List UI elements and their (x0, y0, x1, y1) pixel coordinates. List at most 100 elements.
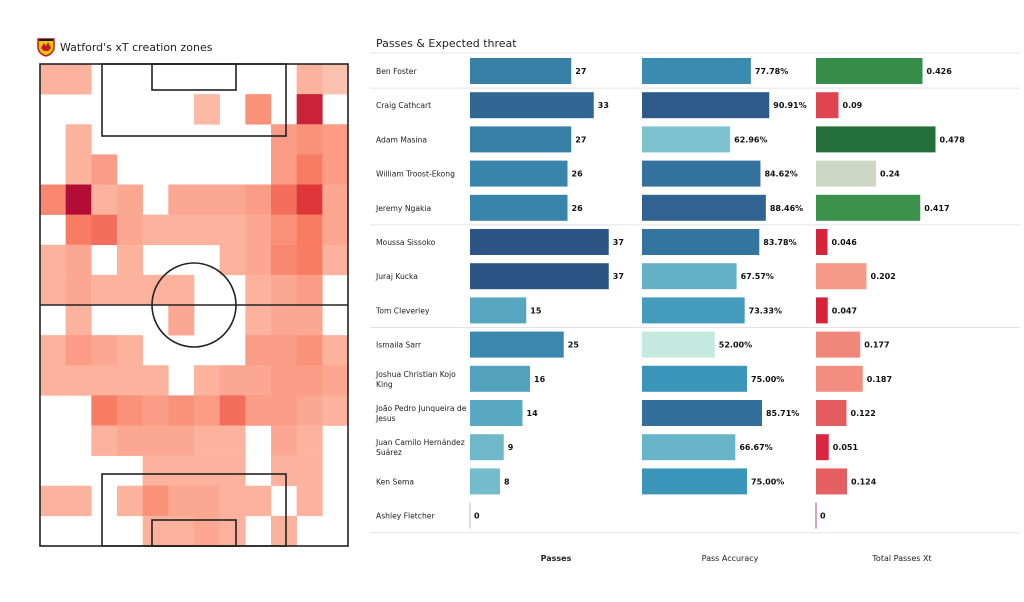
heatmap-cell (117, 425, 143, 456)
heatmap-cell (117, 244, 143, 276)
heatmap-cell (296, 455, 323, 487)
player-name: Jeremy Ngakia (375, 204, 431, 213)
xt-bar (816, 92, 839, 119)
heatmap-cell (65, 154, 92, 185)
accuracy-bar (642, 434, 736, 461)
heatmap-cell (40, 485, 66, 517)
heatmap-cell (194, 395, 220, 426)
xt-bar (816, 58, 923, 84)
heatmap-cell (40, 64, 66, 95)
accuracy-bar (642, 126, 731, 153)
xt-label: 0.202 (871, 272, 896, 281)
heatmap-cell (168, 515, 195, 547)
xt-label: 0.047 (832, 306, 857, 315)
column-header: Pass Accuracy (702, 554, 759, 563)
heatmap-cell (194, 214, 220, 246)
passes-bar (470, 126, 572, 153)
passes-bar (470, 160, 568, 187)
heatmap-cell (142, 395, 169, 426)
xt-bar (816, 160, 876, 187)
heatmap-cell (271, 124, 297, 155)
player-name: Ben Foster (376, 67, 417, 76)
passes-label: 16 (534, 375, 546, 384)
accuracy-bar (642, 160, 761, 187)
column-header: Total Passes Xt (871, 554, 931, 563)
heatmap-cell (142, 455, 169, 487)
accuracy-label: 83.78% (763, 238, 796, 247)
heatmap-cell (168, 305, 195, 336)
heatmap-cell (271, 154, 297, 185)
xt-bar (816, 365, 863, 392)
accuracy-label: 66.67% (739, 443, 772, 452)
heatmap-cell (245, 274, 272, 306)
heatmap-cell (296, 335, 323, 366)
passes-bar (470, 400, 523, 426)
xt-label: 0.24 (880, 170, 900, 179)
heatmap-cell (117, 335, 143, 366)
heatmap-cells (40, 64, 349, 547)
player-name: William Troost-Ekong (376, 170, 455, 179)
accuracy-label: 77.78% (755, 67, 788, 76)
accuracy-bar (642, 229, 760, 255)
passes-xt-table: Ben Foster 27 77.78% 0.426 Craig Cathcart 33 9… (370, 52, 1020, 563)
heatmap-cell (219, 244, 246, 276)
player-name: João Pedro Junqueira de Jesus (375, 404, 467, 423)
accuracy-label: 52.00% (719, 341, 752, 350)
heatmap-cell (271, 274, 297, 306)
heatmap-cell (91, 184, 118, 215)
heatmap-cell (168, 274, 195, 306)
passes-label: 26 (572, 204, 584, 213)
heatmap-cell (142, 485, 169, 517)
heatmap-cell (322, 64, 349, 95)
heatmap-cell (271, 455, 297, 487)
heatmap-cell (219, 214, 246, 246)
accuracy-label: 85.71% (766, 409, 799, 418)
passes-bar (470, 194, 568, 221)
player-row: Adam Masina 27 62.96% 0.478 (376, 126, 966, 153)
heatmap-cell (296, 154, 323, 185)
heatmap-cell (271, 365, 297, 396)
heatmap-cell (65, 124, 92, 155)
heatmap-cell (194, 365, 220, 396)
heatmap-cell (117, 395, 143, 426)
player-row: João Pedro Junqueira de Jesus 14 85.71% 0.12… (375, 400, 876, 426)
heatmap-cell (296, 124, 323, 155)
accuracy-label: 62.96% (734, 135, 767, 144)
heatmap-cell (245, 485, 272, 517)
heatmap-cell (296, 425, 323, 456)
heatmap-cell (296, 365, 323, 396)
xt-label: 0.177 (864, 341, 889, 350)
player-row: Tom Cleverley 15 73.33% 0.047 (375, 297, 857, 324)
heatmap-title: Watford's xT creation zones (60, 40, 213, 54)
heatmap-cell (219, 184, 246, 215)
player-name: Craig Cathcart (376, 101, 431, 110)
heatmap-cell (271, 184, 297, 215)
heatmap-cell (40, 365, 66, 396)
heatmap-cell (219, 515, 246, 547)
xt-label: 0.478 (940, 135, 966, 144)
six-yard-box-bottom (151, 519, 237, 547)
passes-label: 0 (474, 512, 480, 521)
passes-label: 26 (572, 170, 584, 179)
passes-label: 37 (613, 238, 624, 247)
xt-bar (816, 263, 867, 290)
heatmap-cell (194, 425, 220, 456)
player-row: William Troost-Ekong 26 84.62% 0.24 (376, 160, 900, 187)
heatmap-cell (91, 425, 118, 456)
pitch-lines (39, 63, 349, 547)
passes-bar (470, 229, 609, 255)
heatmap-cell (91, 365, 118, 396)
heatmap-cell (91, 335, 118, 366)
heatmap-cell (194, 455, 220, 487)
heatmap-cell (65, 335, 92, 366)
heatmap-cell (219, 485, 246, 517)
passes-label: 14 (527, 409, 539, 418)
accuracy-label: 67.57% (741, 272, 774, 281)
accuracy-bar (642, 58, 751, 84)
accuracy-label: 75.00% (751, 375, 784, 384)
watford-crest-icon (37, 38, 55, 57)
chart-title: Passes & Expected threat (376, 37, 517, 50)
xt-bar (816, 331, 861, 358)
passes-bar (470, 263, 609, 290)
heatmap-cell (194, 485, 220, 517)
